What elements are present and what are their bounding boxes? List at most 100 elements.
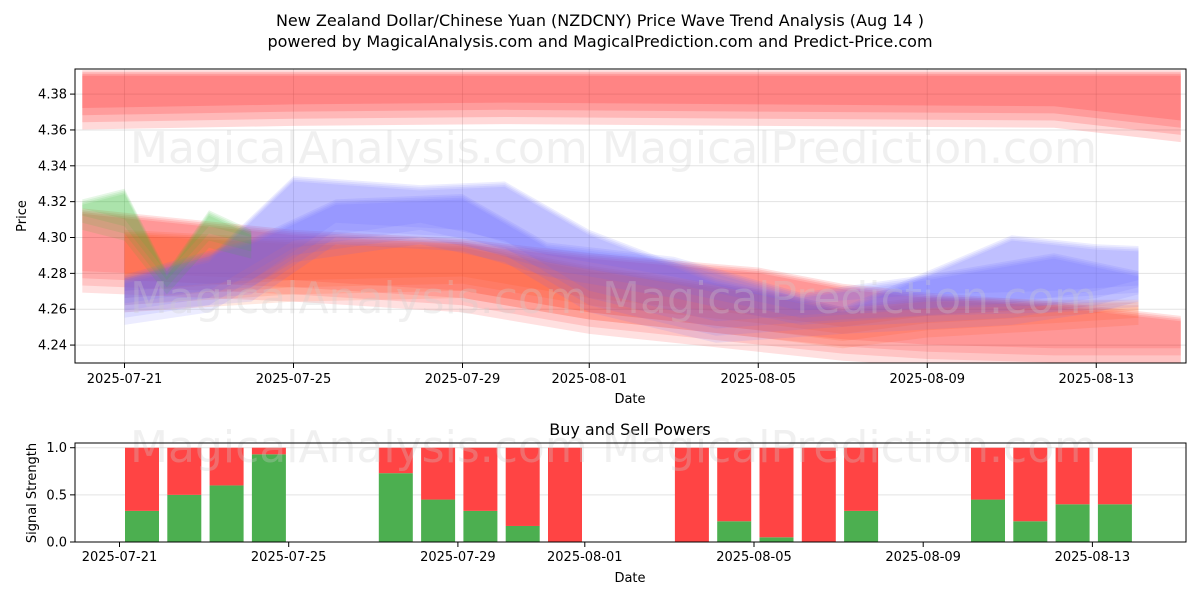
buy-power-bar	[717, 521, 752, 542]
price-wave-band	[82, 208, 1181, 349]
sell-power-bar	[674, 447, 709, 542]
signal-y-axis-label: Signal Strength	[25, 443, 40, 543]
price-wave-band	[124, 176, 1139, 322]
sell-power-bar	[844, 447, 879, 511]
figure-title-line2: powered by MagicalAnalysis.com and Magic…	[267, 32, 932, 51]
signal-axis-ticks: 2025-07-21 2025-07-25 2025-07-29 2025-08-01…	[46, 441, 1130, 565]
buy-power-bar	[844, 510, 879, 542]
signal-y-tick-label: 0.5	[46, 488, 67, 503]
sell-power-bar	[421, 447, 456, 500]
sell-power-bar	[759, 447, 794, 538]
price-wave-band	[124, 181, 1139, 343]
buy-power-bar	[125, 510, 159, 542]
figure-title-line1: New Zealand Dollar/Chinese Yuan (NZDCNY)…	[276, 11, 924, 30]
price-y-tick-label: 4.34	[38, 159, 67, 174]
price-wave-band	[124, 195, 1139, 311]
price-wave-band	[124, 235, 1139, 349]
price-wave-band	[82, 190, 252, 281]
price-y-tick-label: 4.36	[38, 123, 67, 138]
watermark-6: MagicalPrediction.com	[602, 422, 1097, 473]
watermark-2: MagicalPrediction.com	[602, 123, 1097, 174]
buy-power-bar	[209, 485, 244, 542]
signal-y-tick-label: 0.0	[46, 536, 67, 551]
signal-x-tick-label: 2025-07-25	[251, 550, 327, 565]
watermark-1: MagicalAnalysis.com	[130, 123, 588, 174]
watermark-5: MagicalAnalysis.com	[130, 422, 588, 473]
price-x-tick-label: 2025-07-21	[87, 372, 163, 387]
price-x-tick-label: 2025-08-13	[1058, 372, 1134, 387]
price-y-tick-label: 4.32	[38, 195, 67, 210]
buy-power-bar	[421, 499, 456, 542]
sell-power-bar	[1013, 447, 1048, 522]
price-x-tick-label: 2025-07-25	[256, 372, 332, 387]
price-x-tick-label: 2025-07-29	[425, 372, 501, 387]
signal-x-tick-label: 2025-07-21	[82, 550, 158, 565]
price-y-tick-label: 4.30	[38, 231, 67, 246]
price-wave-band	[124, 233, 1139, 341]
signal-bars	[125, 447, 1132, 542]
watermark-3: MagicalAnalysis.com	[130, 273, 588, 324]
signal-x-tick-label: 2025-08-13	[1055, 550, 1131, 565]
sell-power-bar	[125, 447, 159, 511]
signal-x-axis-label: Date	[614, 571, 645, 586]
price-wave-band	[82, 213, 1181, 363]
buy-power-bar	[759, 537, 794, 542]
signal-plot-frame	[74, 442, 1187, 543]
sell-power-bar	[463, 447, 498, 511]
buy-power-bar	[1055, 504, 1090, 542]
price-wave-chart: MagicalAnalysis.com MagicalPrediction.co…	[15, 68, 1187, 407]
price-y-axis-label: Price	[15, 200, 30, 232]
price-x-tick-label: 2025-08-01	[551, 372, 627, 387]
price-wave-band	[124, 231, 1139, 334]
price-wave-band	[124, 194, 1139, 304]
buy-power-bar	[1097, 504, 1132, 542]
price-wave-bands	[82, 70, 1181, 363]
sell-power-bar	[717, 447, 752, 522]
price-wave-band	[82, 75, 1181, 143]
sell-power-bar	[505, 447, 540, 526]
buy-power-bar	[463, 510, 498, 542]
signal-x-tick-label: 2025-08-09	[885, 550, 961, 565]
price-wave-band	[124, 197, 1139, 318]
sell-power-bar	[1097, 447, 1132, 505]
price-y-tick-label: 4.26	[38, 303, 67, 318]
sell-power-bar	[801, 447, 836, 542]
buy-power-bar	[251, 454, 286, 542]
price-x-tick-label: 2025-08-09	[889, 372, 965, 387]
price-wave-band	[124, 229, 1139, 327]
price-y-tick-label: 4.38	[38, 88, 67, 103]
buy-power-bar	[1013, 521, 1048, 542]
buy-power-bar	[505, 525, 540, 542]
signal-y-tick-label: 1.0	[46, 441, 67, 456]
price-wave-band	[82, 212, 1181, 363]
sell-power-bar	[251, 447, 286, 455]
sell-power-bar	[209, 447, 244, 486]
price-wave-band	[82, 188, 252, 273]
price-y-tick-label: 4.24	[38, 339, 67, 354]
sell-power-bar	[378, 447, 413, 474]
buy-sell-powers-chart: Buy and Sell Powers MagicalAnalysis.com …	[25, 420, 1187, 586]
price-y-tick-label: 4.28	[38, 267, 67, 282]
signal-x-tick-label: 2025-08-05	[716, 550, 792, 565]
price-x-tick-label: 2025-08-05	[720, 372, 796, 387]
price-wave-band	[82, 194, 252, 295]
buy-power-bar	[971, 499, 1005, 542]
price-wave-band	[82, 72, 1181, 128]
buy-sell-chart-title: Buy and Sell Powers	[549, 420, 711, 439]
sell-power-bar	[971, 447, 1005, 500]
signal-x-tick-label: 2025-07-29	[420, 550, 496, 565]
sell-power-bar	[167, 447, 202, 495]
price-wave-band	[124, 199, 1139, 325]
price-plot-frame	[74, 68, 1187, 364]
price-wave-band	[82, 70, 1181, 121]
price-wave-band	[82, 210, 1181, 356]
price-grid	[75, 69, 1186, 363]
sell-power-bar	[1055, 447, 1090, 505]
buy-power-bar	[167, 494, 202, 542]
sell-power-bar	[548, 447, 582, 542]
price-x-axis-label: Date	[614, 392, 645, 407]
price-wave-band	[82, 192, 252, 288]
buy-power-bar	[378, 473, 413, 542]
